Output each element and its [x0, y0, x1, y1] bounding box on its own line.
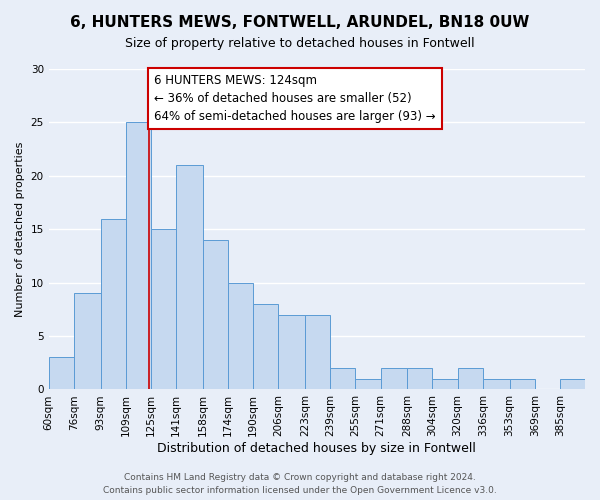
Bar	[458, 368, 483, 390]
Y-axis label: Number of detached properties: Number of detached properties	[15, 142, 25, 317]
Bar	[176, 165, 203, 390]
Text: Contains HM Land Registry data © Crown copyright and database right 2024.
Contai: Contains HM Land Registry data © Crown c…	[103, 473, 497, 495]
Bar	[355, 379, 380, 390]
Bar	[278, 314, 305, 390]
Bar	[101, 218, 126, 390]
Bar	[330, 368, 355, 390]
Bar	[49, 358, 74, 390]
Bar	[305, 314, 330, 390]
Bar	[407, 368, 433, 390]
Text: Size of property relative to detached houses in Fontwell: Size of property relative to detached ho…	[125, 38, 475, 51]
X-axis label: Distribution of detached houses by size in Fontwell: Distribution of detached houses by size …	[157, 442, 476, 455]
Bar	[509, 379, 535, 390]
Bar	[126, 122, 151, 390]
Bar	[228, 282, 253, 390]
Bar	[74, 294, 101, 390]
Bar	[380, 368, 407, 390]
Bar	[560, 379, 585, 390]
Bar	[483, 379, 509, 390]
Bar	[151, 229, 176, 390]
Text: 6 HUNTERS MEWS: 124sqm
← 36% of detached houses are smaller (52)
64% of semi-det: 6 HUNTERS MEWS: 124sqm ← 36% of detached…	[154, 74, 436, 124]
Bar	[433, 379, 458, 390]
Bar	[253, 304, 278, 390]
Text: 6, HUNTERS MEWS, FONTWELL, ARUNDEL, BN18 0UW: 6, HUNTERS MEWS, FONTWELL, ARUNDEL, BN18…	[70, 15, 530, 30]
Bar	[203, 240, 228, 390]
